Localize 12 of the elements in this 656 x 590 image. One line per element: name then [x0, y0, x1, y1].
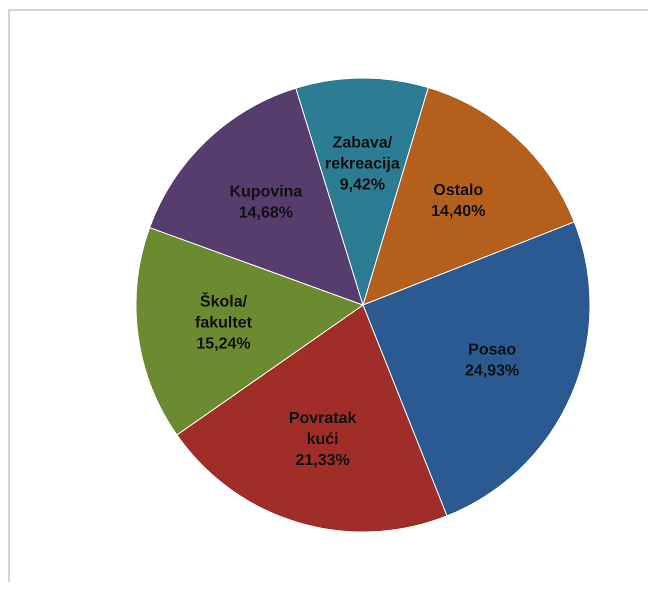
slice-label: Zabava/rekreacija [325, 134, 400, 172]
data-label: 24,93% [465, 362, 520, 380]
slice-label: Povratak kući [288, 410, 356, 448]
data-label: 14,40% [431, 203, 486, 220]
data-label: 14,68% [238, 204, 294, 222]
data-label: 15,24% [196, 336, 251, 353]
slice-label: Posao [468, 342, 516, 359]
slice-label: Kupovina [229, 184, 302, 201]
data-label: 21,33% [295, 452, 350, 470]
data-label: 9,42% [340, 176, 386, 194]
slice-label: Škola/fakultet [195, 292, 253, 332]
slice-label: Ostalo [433, 182, 484, 200]
